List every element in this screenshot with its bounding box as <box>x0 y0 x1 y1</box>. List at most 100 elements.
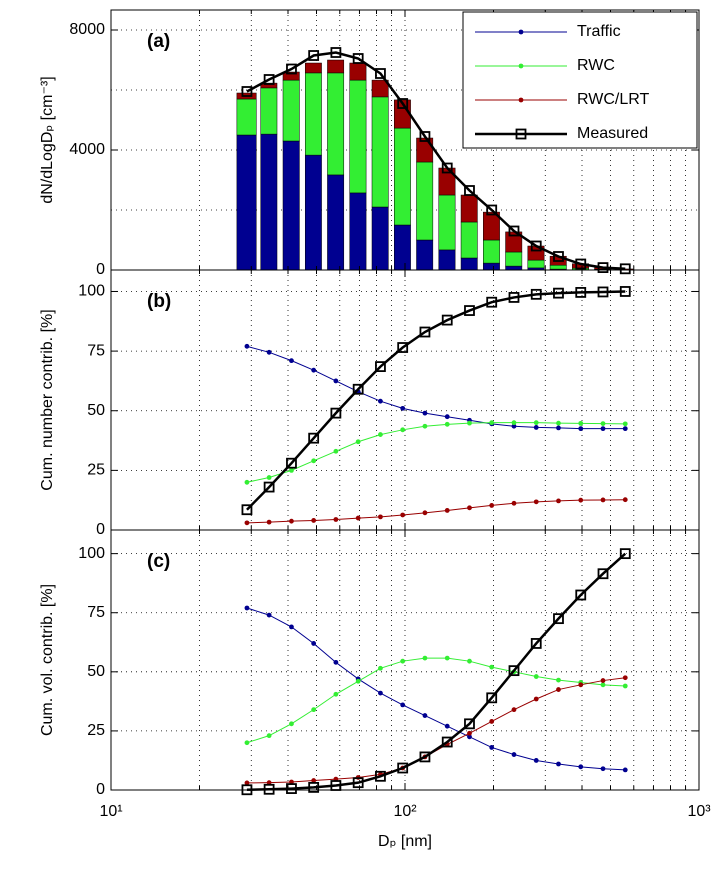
dot-marker <box>533 696 539 702</box>
dot-marker <box>444 414 450 420</box>
square-marker <box>419 326 431 338</box>
dot-marker <box>266 612 272 618</box>
square-marker <box>419 131 431 142</box>
panel-label: (a) <box>147 31 170 52</box>
bar <box>505 265 523 271</box>
square-marker <box>263 74 275 85</box>
square-marker <box>441 314 453 326</box>
dot-marker <box>600 497 606 503</box>
square-marker <box>553 613 564 625</box>
bar <box>349 192 367 271</box>
dot-marker <box>467 730 472 736</box>
square-marker <box>553 251 564 262</box>
dot-marker <box>400 405 406 411</box>
y-tick-label: 4000 <box>69 141 105 158</box>
dot-marker <box>422 510 428 516</box>
bar <box>282 140 300 271</box>
dot-marker <box>244 780 250 786</box>
bar <box>505 251 523 267</box>
bar <box>549 264 567 270</box>
square-marker <box>508 665 520 677</box>
dot-marker <box>333 691 339 697</box>
square-marker <box>508 292 520 303</box>
dot-marker <box>311 458 317 464</box>
bar <box>349 79 367 194</box>
dot-marker <box>622 767 628 773</box>
dot-marker <box>622 497 628 503</box>
square-marker <box>263 783 275 795</box>
bar <box>527 259 545 269</box>
bar <box>304 62 322 74</box>
dot-marker <box>533 425 539 430</box>
dot-marker <box>444 508 450 513</box>
dot-marker <box>311 778 317 783</box>
dot-marker <box>489 719 495 724</box>
dot-marker <box>422 655 428 661</box>
square-marker <box>441 736 453 748</box>
dot-marker <box>533 674 539 679</box>
bar <box>327 59 345 74</box>
dot-marker <box>378 514 383 520</box>
dot-marker <box>467 420 472 426</box>
legend-label: Traffic <box>577 23 621 40</box>
square-marker <box>464 185 475 196</box>
dot-marker <box>556 761 561 767</box>
bar <box>416 239 434 271</box>
dot-marker <box>511 500 517 506</box>
bar <box>260 87 278 135</box>
x-axis-label: Dₚ [nm] <box>378 833 432 850</box>
dot-marker <box>467 658 472 664</box>
square-marker <box>397 98 409 109</box>
dot-marker <box>378 690 383 696</box>
dot-marker <box>622 683 628 689</box>
y-tick-label: 75 <box>87 342 105 359</box>
bar <box>483 262 500 271</box>
dot-marker <box>422 713 428 718</box>
square-marker <box>619 286 631 297</box>
dot-marker <box>533 420 539 426</box>
square-marker <box>553 287 564 299</box>
bar <box>438 194 456 251</box>
square-marker <box>263 481 275 493</box>
bar <box>260 133 278 271</box>
legend-label: RWC/LRT <box>577 91 650 108</box>
y-tick-label: 50 <box>87 663 105 680</box>
square-marker <box>530 288 542 300</box>
square-marker <box>352 53 364 64</box>
dot-marker <box>422 410 428 416</box>
bar <box>393 127 411 226</box>
y-tick-label: 0 <box>96 521 105 538</box>
square-marker <box>597 262 609 274</box>
dot-marker <box>533 499 539 505</box>
square-marker <box>241 504 253 516</box>
dot-marker <box>400 427 406 433</box>
dot-marker <box>556 425 561 431</box>
y-tick-label: 0 <box>96 261 105 278</box>
square-marker <box>597 286 609 298</box>
y-tick-label: 50 <box>87 402 105 419</box>
square-marker <box>286 63 297 75</box>
y-tick-label: 0 <box>96 781 105 798</box>
bar <box>282 79 300 142</box>
legend: Traffic RWC RWC/LRT Measured <box>462 11 698 149</box>
square-marker <box>486 296 498 308</box>
series-line <box>246 499 626 524</box>
bar <box>416 161 434 241</box>
panel-label: (c) <box>147 551 170 572</box>
square-marker <box>486 204 498 216</box>
square-marker <box>352 383 364 395</box>
bar <box>327 72 345 176</box>
dot-marker <box>378 665 383 671</box>
dot-marker <box>311 367 317 373</box>
square-marker <box>330 407 342 419</box>
dot-marker <box>600 678 606 683</box>
dot-marker <box>266 780 272 786</box>
dot-marker <box>244 343 250 349</box>
dot-marker <box>333 517 339 522</box>
bar <box>282 71 300 81</box>
square-marker <box>619 548 631 560</box>
dot-marker <box>333 448 339 454</box>
x-tick-label: 10² <box>393 803 417 820</box>
square-marker <box>375 770 386 782</box>
square-marker <box>397 762 409 774</box>
